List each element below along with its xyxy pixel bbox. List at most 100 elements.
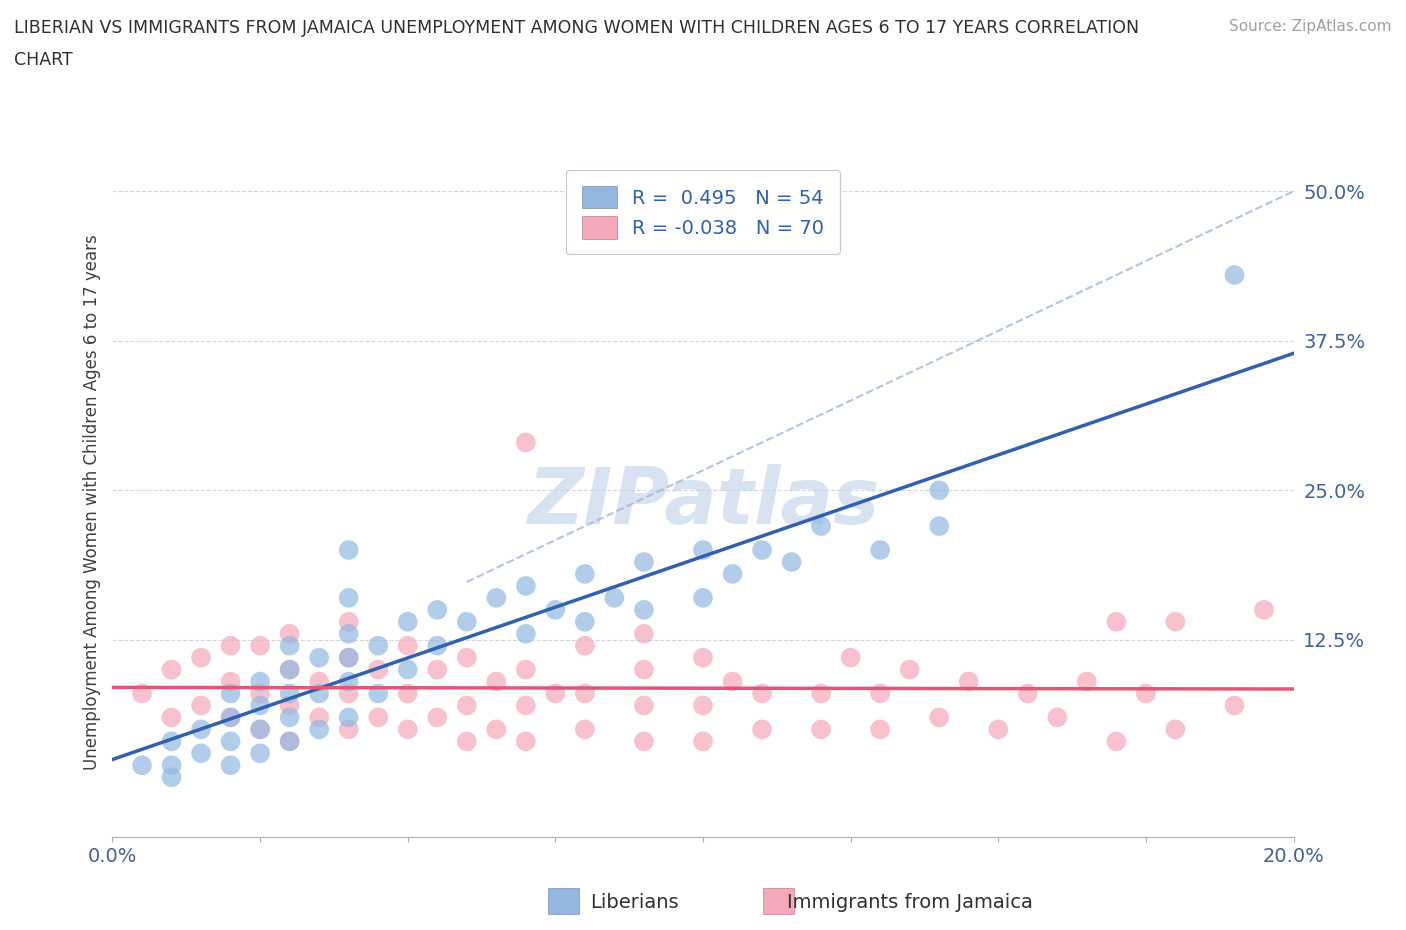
- Point: [485, 591, 508, 605]
- Point: [1017, 686, 1039, 701]
- Point: [396, 615, 419, 630]
- Point: [278, 662, 301, 677]
- Point: [692, 542, 714, 557]
- Point: [810, 686, 832, 701]
- Point: [515, 626, 537, 641]
- Point: [219, 674, 242, 689]
- Point: [692, 650, 714, 665]
- Point: [426, 662, 449, 677]
- Point: [1076, 674, 1098, 689]
- Point: [544, 686, 567, 701]
- Point: [869, 542, 891, 557]
- Text: CHART: CHART: [14, 51, 73, 69]
- Point: [131, 686, 153, 701]
- Point: [633, 603, 655, 618]
- Point: [574, 615, 596, 630]
- Point: [751, 686, 773, 701]
- Point: [249, 698, 271, 713]
- Point: [278, 710, 301, 724]
- Point: [249, 746, 271, 761]
- Point: [515, 435, 537, 450]
- Point: [249, 674, 271, 689]
- Point: [633, 626, 655, 641]
- Text: LIBERIAN VS IMMIGRANTS FROM JAMAICA UNEMPLOYMENT AMONG WOMEN WITH CHILDREN AGES : LIBERIAN VS IMMIGRANTS FROM JAMAICA UNEM…: [14, 19, 1139, 36]
- Point: [603, 591, 626, 605]
- Point: [515, 662, 537, 677]
- Point: [721, 566, 744, 581]
- Point: [957, 674, 980, 689]
- Point: [396, 722, 419, 737]
- Point: [219, 758, 242, 773]
- Point: [278, 638, 301, 653]
- Point: [308, 710, 330, 724]
- Point: [219, 710, 242, 724]
- Point: [249, 722, 271, 737]
- Point: [367, 686, 389, 701]
- Point: [574, 566, 596, 581]
- Point: [337, 686, 360, 701]
- Point: [839, 650, 862, 665]
- Point: [249, 638, 271, 653]
- Point: [928, 519, 950, 534]
- Point: [308, 674, 330, 689]
- Point: [367, 710, 389, 724]
- Point: [337, 722, 360, 737]
- Point: [308, 722, 330, 737]
- Point: [249, 686, 271, 701]
- Point: [515, 734, 537, 749]
- Point: [219, 686, 242, 701]
- Point: [190, 650, 212, 665]
- Point: [515, 578, 537, 593]
- Point: [574, 722, 596, 737]
- Point: [219, 734, 242, 749]
- Point: [219, 710, 242, 724]
- Point: [1253, 603, 1275, 618]
- Point: [337, 650, 360, 665]
- Bar: [548, 888, 579, 914]
- Point: [160, 758, 183, 773]
- Point: [633, 554, 655, 569]
- Point: [633, 734, 655, 749]
- Point: [485, 722, 508, 737]
- Point: [426, 603, 449, 618]
- Point: [160, 710, 183, 724]
- Point: [928, 483, 950, 498]
- Point: [396, 662, 419, 677]
- Point: [456, 698, 478, 713]
- Point: [633, 698, 655, 713]
- Point: [278, 626, 301, 641]
- Point: [337, 674, 360, 689]
- Point: [1164, 722, 1187, 737]
- Point: [810, 519, 832, 534]
- Point: [278, 686, 301, 701]
- Point: [160, 734, 183, 749]
- Point: [633, 662, 655, 677]
- Point: [810, 722, 832, 737]
- Point: [367, 662, 389, 677]
- Y-axis label: Unemployment Among Women with Children Ages 6 to 17 years: Unemployment Among Women with Children A…: [83, 234, 101, 770]
- Point: [131, 758, 153, 773]
- Point: [485, 674, 508, 689]
- Point: [337, 626, 360, 641]
- Point: [898, 662, 921, 677]
- Point: [396, 686, 419, 701]
- Text: ZIPatlas: ZIPatlas: [527, 464, 879, 540]
- Text: Liberians: Liberians: [591, 893, 679, 911]
- Point: [367, 638, 389, 653]
- Point: [869, 686, 891, 701]
- Point: [337, 591, 360, 605]
- Point: [692, 734, 714, 749]
- Point: [1223, 698, 1246, 713]
- Point: [308, 650, 330, 665]
- Point: [780, 554, 803, 569]
- Point: [544, 603, 567, 618]
- Point: [1135, 686, 1157, 701]
- Point: [574, 686, 596, 701]
- Point: [278, 698, 301, 713]
- Point: [928, 710, 950, 724]
- Point: [574, 638, 596, 653]
- Legend: R =  0.495   N = 54, R = -0.038   N = 70: R = 0.495 N = 54, R = -0.038 N = 70: [567, 170, 839, 254]
- Point: [692, 591, 714, 605]
- Point: [190, 698, 212, 713]
- Text: Immigrants from Jamaica: Immigrants from Jamaica: [787, 893, 1033, 911]
